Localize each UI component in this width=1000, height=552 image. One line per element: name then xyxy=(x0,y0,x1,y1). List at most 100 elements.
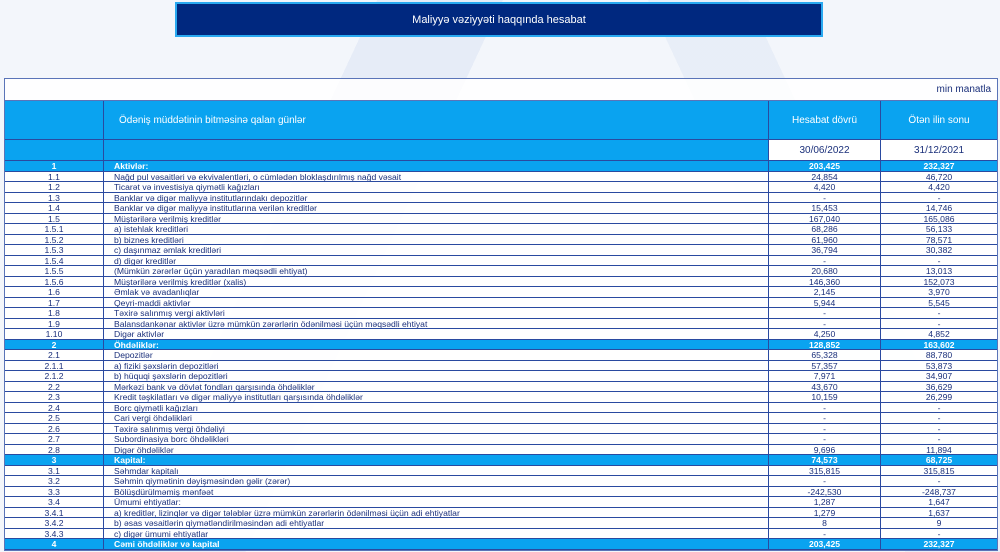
row-name: Müştərilərə verilmiş kreditlər xyxy=(104,213,769,223)
date-reporting-period: 30/06/2022 xyxy=(769,140,881,160)
table-row: 2 Öhdəliklər: 128,852 163,602 xyxy=(5,339,997,350)
row-name: Aktivlər: xyxy=(104,161,769,171)
row-name: Digər öhdəliklər xyxy=(104,444,769,454)
table-row: 2.1 Depozitlər 65,328 88,780 xyxy=(5,350,997,361)
reporting-period-value: 43,670 xyxy=(769,381,881,391)
reporting-period-value: 4,420 xyxy=(769,182,881,192)
row-name: Səhmdar kapitalı xyxy=(104,465,769,475)
reporting-period-value: 5,944 xyxy=(769,297,881,307)
row-name: Kredit təşkilatları və digər maliyyə ins… xyxy=(104,392,769,402)
row-number: 1.1 xyxy=(5,171,104,181)
reporting-period-value: 61,960 xyxy=(769,234,881,244)
reporting-period-value: 74,573 xyxy=(769,455,881,465)
row-name: Mərkəzi bank və dövlət fondları qarşısın… xyxy=(104,381,769,391)
table-row: 1 Aktivlər: 203,425 232,327 xyxy=(5,161,997,172)
table-row: 3.4.1 a) kreditlər, lizinqlər və digər tə… xyxy=(5,507,997,518)
row-name: Ümumi ehtiyatlar: xyxy=(104,497,769,507)
table-row: 1.9 Balansdankənar aktivlər üzrə mümkün z… xyxy=(5,318,997,329)
row-number: 1.5.6 xyxy=(5,276,104,286)
previous-year-value: 56,133 xyxy=(925,224,953,234)
table-row: 1.2 Ticarət və investisiya qiymətli kağız… xyxy=(5,182,997,193)
previous-year-value: 13,013 xyxy=(925,266,953,276)
row-number: 4 xyxy=(5,539,104,549)
row-number: 1.2 xyxy=(5,182,104,192)
row-name: Təxirə salınmış vergi aktivləri xyxy=(104,308,769,318)
reporting-period-value: 146,360 xyxy=(769,276,881,286)
row-number: 1.5.4 xyxy=(5,255,104,265)
table-row: 1.5.3 c) daşınmaz əmlak kreditləri 36,794 3… xyxy=(5,245,997,256)
date-blank xyxy=(5,140,104,160)
previous-year-value: 11,894 xyxy=(926,444,952,454)
row-name: b) hüquqi şəxslərin depozitləri xyxy=(104,371,769,381)
row-number: 2.1.2 xyxy=(5,371,104,381)
previous-year-value: 4,852 xyxy=(928,329,950,339)
table-header: Ödəniş müddətinin bitməsinə qalan günlər… xyxy=(5,101,997,140)
row-number: 2 xyxy=(5,339,104,349)
table-row: 1.5.2 b) biznes kreditləri 61,960 78,571 xyxy=(5,234,997,245)
reporting-period-value: 65,328 xyxy=(769,350,881,360)
table-row: 3.2 Səhmin qiymətinin dəyişməsindən gəlir… xyxy=(5,476,997,487)
header-no xyxy=(5,101,104,139)
row-name: Təxirə salınmış vergi öhdəliyi xyxy=(104,423,769,433)
row-name: Banklar və digər maliyyə institutlarında… xyxy=(104,192,769,202)
reporting-period-value: 9,696 xyxy=(769,444,881,454)
row-name: Ticarət və investisiya qiymətli kağızlar… xyxy=(104,182,769,192)
row-name: Depozitlər xyxy=(104,350,769,360)
reporting-period-value: - xyxy=(769,423,881,433)
table-row: 2.4 Borc qiymətli kağızları - - xyxy=(5,402,997,413)
reporting-period-value: 7,971 xyxy=(769,371,881,381)
reporting-period-value: -242,530 xyxy=(769,486,881,496)
table-row: 2.7 Subordinasiya borc öhdəlikləri - - xyxy=(5,434,997,445)
row-name: Banklar və digər maliyyə institutlarına … xyxy=(104,203,769,213)
reporting-period-value: - xyxy=(769,255,881,265)
previous-year-value: 36,629 xyxy=(925,381,953,391)
row-name: b) biznes kreditləri xyxy=(104,234,769,244)
reporting-period-value: 36,794 xyxy=(769,245,881,255)
row-number: 1.10 xyxy=(5,329,104,339)
previous-year-value: 88,780 xyxy=(925,350,953,360)
row-name: d) digər kreditlər xyxy=(104,255,769,265)
reporting-period-value: 24,854 xyxy=(769,171,881,181)
previous-year-value: - xyxy=(937,318,941,328)
row-name: Öhdəliklər: xyxy=(104,339,769,349)
row-name: a) kreditlər, lizinqlər və digər tələblə… xyxy=(104,507,769,517)
row-number: 1.8 xyxy=(5,308,104,318)
row-number: 2.1 xyxy=(5,350,104,360)
row-number: 3.4.3 xyxy=(5,528,104,538)
previous-year-value: -248,737 xyxy=(922,486,956,496)
previous-year-value: - xyxy=(937,476,941,486)
unit-label: min manatla xyxy=(5,79,997,101)
previous-year-value: 1,637 xyxy=(928,507,950,517)
table-row: 1.5.5 (Mümkün zərərlər üçün yaradılan məq… xyxy=(5,266,997,277)
row-number: 1.5.3 xyxy=(5,245,104,255)
previous-year-value: - xyxy=(937,413,941,423)
previous-year-value: 165,086 xyxy=(923,213,955,223)
row-number: 2.2 xyxy=(5,381,104,391)
reporting-period-value: 1,287 xyxy=(769,497,881,507)
reporting-period-value: - xyxy=(769,308,881,318)
reporting-period-value: 203,425 xyxy=(769,161,881,171)
reporting-period-value: 128,852 xyxy=(769,339,881,349)
previous-year-value: 30,382 xyxy=(925,245,953,255)
row-name: a) fiziki şəxslərin depozitləri xyxy=(104,360,769,370)
table-row: 2.3 Kredit təşkilatları və digər maliyyə … xyxy=(5,392,997,403)
row-number: 2.3 xyxy=(5,392,104,402)
table-row: 1.4 Banklar və digər maliyyə institutları… xyxy=(5,203,997,214)
row-number: 1.5.5 xyxy=(5,266,104,276)
previous-year-value: - xyxy=(937,423,941,433)
reporting-period-value: 2,145 xyxy=(769,287,881,297)
row-name: Cari vergi öhdəlikləri xyxy=(104,413,769,423)
reporting-period-value: 315,815 xyxy=(769,465,881,475)
previous-year-value: - xyxy=(937,255,941,265)
table-row: 3.4.3 c) digər ümumi ehtiyatlar - - xyxy=(5,528,997,539)
previous-year-value: 232,327 xyxy=(923,161,955,171)
row-name: c) daşınmaz əmlak kreditləri xyxy=(104,245,769,255)
row-number: 1.3 xyxy=(5,192,104,202)
table-body: 1 Aktivlər: 203,425 232,327 1.1 Nağd pul vəsa… xyxy=(5,161,997,550)
reporting-period-value: - xyxy=(769,476,881,486)
previous-year-value: 4,420 xyxy=(928,182,950,192)
row-number: 1.5 xyxy=(5,213,104,223)
table-row: 1.6 Əmlak və avadanlıqlar 2,145 3,970 xyxy=(5,287,997,298)
row-name: Nağd pul vəsaitləri və ekvivalentləri, o… xyxy=(104,171,769,181)
row-number: 2.6 xyxy=(5,423,104,433)
